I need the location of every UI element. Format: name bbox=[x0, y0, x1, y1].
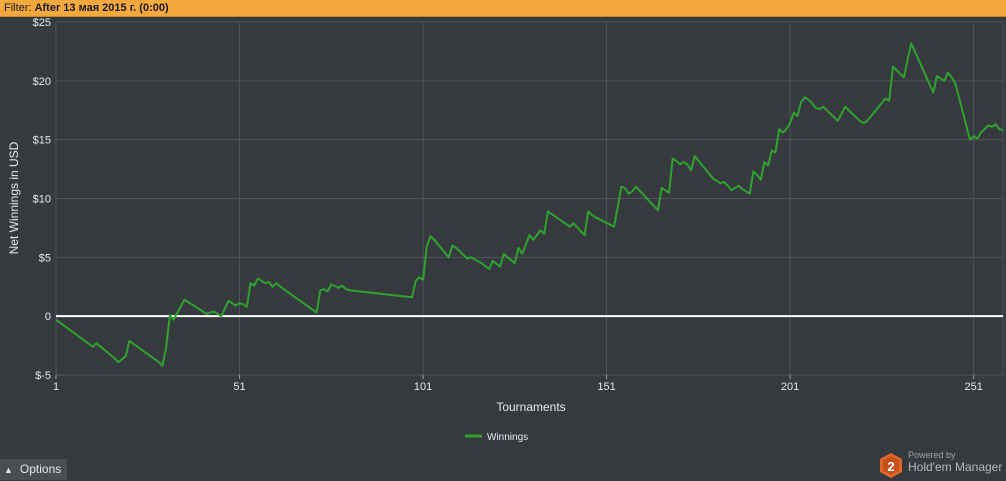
y-tick-label: 0 bbox=[45, 311, 51, 323]
hem-hexagon-logo-icon: 2 bbox=[880, 453, 902, 478]
x-axis-label: Tournaments bbox=[496, 400, 565, 414]
x-tick-label: 201 bbox=[781, 381, 799, 393]
options-label: Options bbox=[19, 462, 62, 476]
x-tick-label: 51 bbox=[233, 381, 245, 393]
x-tick-label: 1 bbox=[53, 381, 59, 393]
y-tick-label: $10 bbox=[33, 194, 51, 206]
y-tick-label: $25 bbox=[33, 17, 51, 29]
x-tick-label: 251 bbox=[964, 381, 982, 393]
filter-label: Filter: bbox=[4, 2, 32, 14]
x-tick-label: 151 bbox=[597, 381, 615, 393]
options-button[interactable]: ▲ Options bbox=[0, 459, 67, 480]
chart-grid bbox=[55, 21, 1004, 379]
winnings-line bbox=[55, 42, 1004, 367]
logo-number: 2 bbox=[887, 459, 894, 474]
winnings-chart: $25$20$15$10$50$-51 51 101 151 201 251 Net Wi… bbox=[7, 17, 1004, 443]
powered-by-text: Powered by bbox=[908, 450, 956, 460]
y-tick-label: $5 bbox=[39, 252, 51, 264]
x-tick-label: 101 bbox=[414, 381, 432, 393]
product-name: Hold'em Manager bbox=[908, 460, 1003, 474]
filter-value: After 13 мая 2015 г. (0:00) bbox=[34, 2, 169, 14]
chart-series bbox=[55, 42, 1004, 367]
chart-tick-labels: $25$20$15$10$50$-51 51 101 151 201 251 bbox=[33, 17, 983, 393]
filter-bar: Filter: After 13 мая 2015 г. (0:00) bbox=[0, 0, 1006, 17]
chart-legend[interactable]: Winnings bbox=[465, 432, 528, 443]
chevron-up-icon: ▲ bbox=[4, 465, 13, 475]
y-tick-label: $15 bbox=[33, 135, 51, 147]
y-axis-label: Net Winnings in USD bbox=[7, 141, 21, 254]
y-tick-label: $20 bbox=[33, 76, 51, 88]
legend-label: Winnings bbox=[487, 432, 528, 443]
y-tick-label: $-5 bbox=[35, 370, 51, 382]
